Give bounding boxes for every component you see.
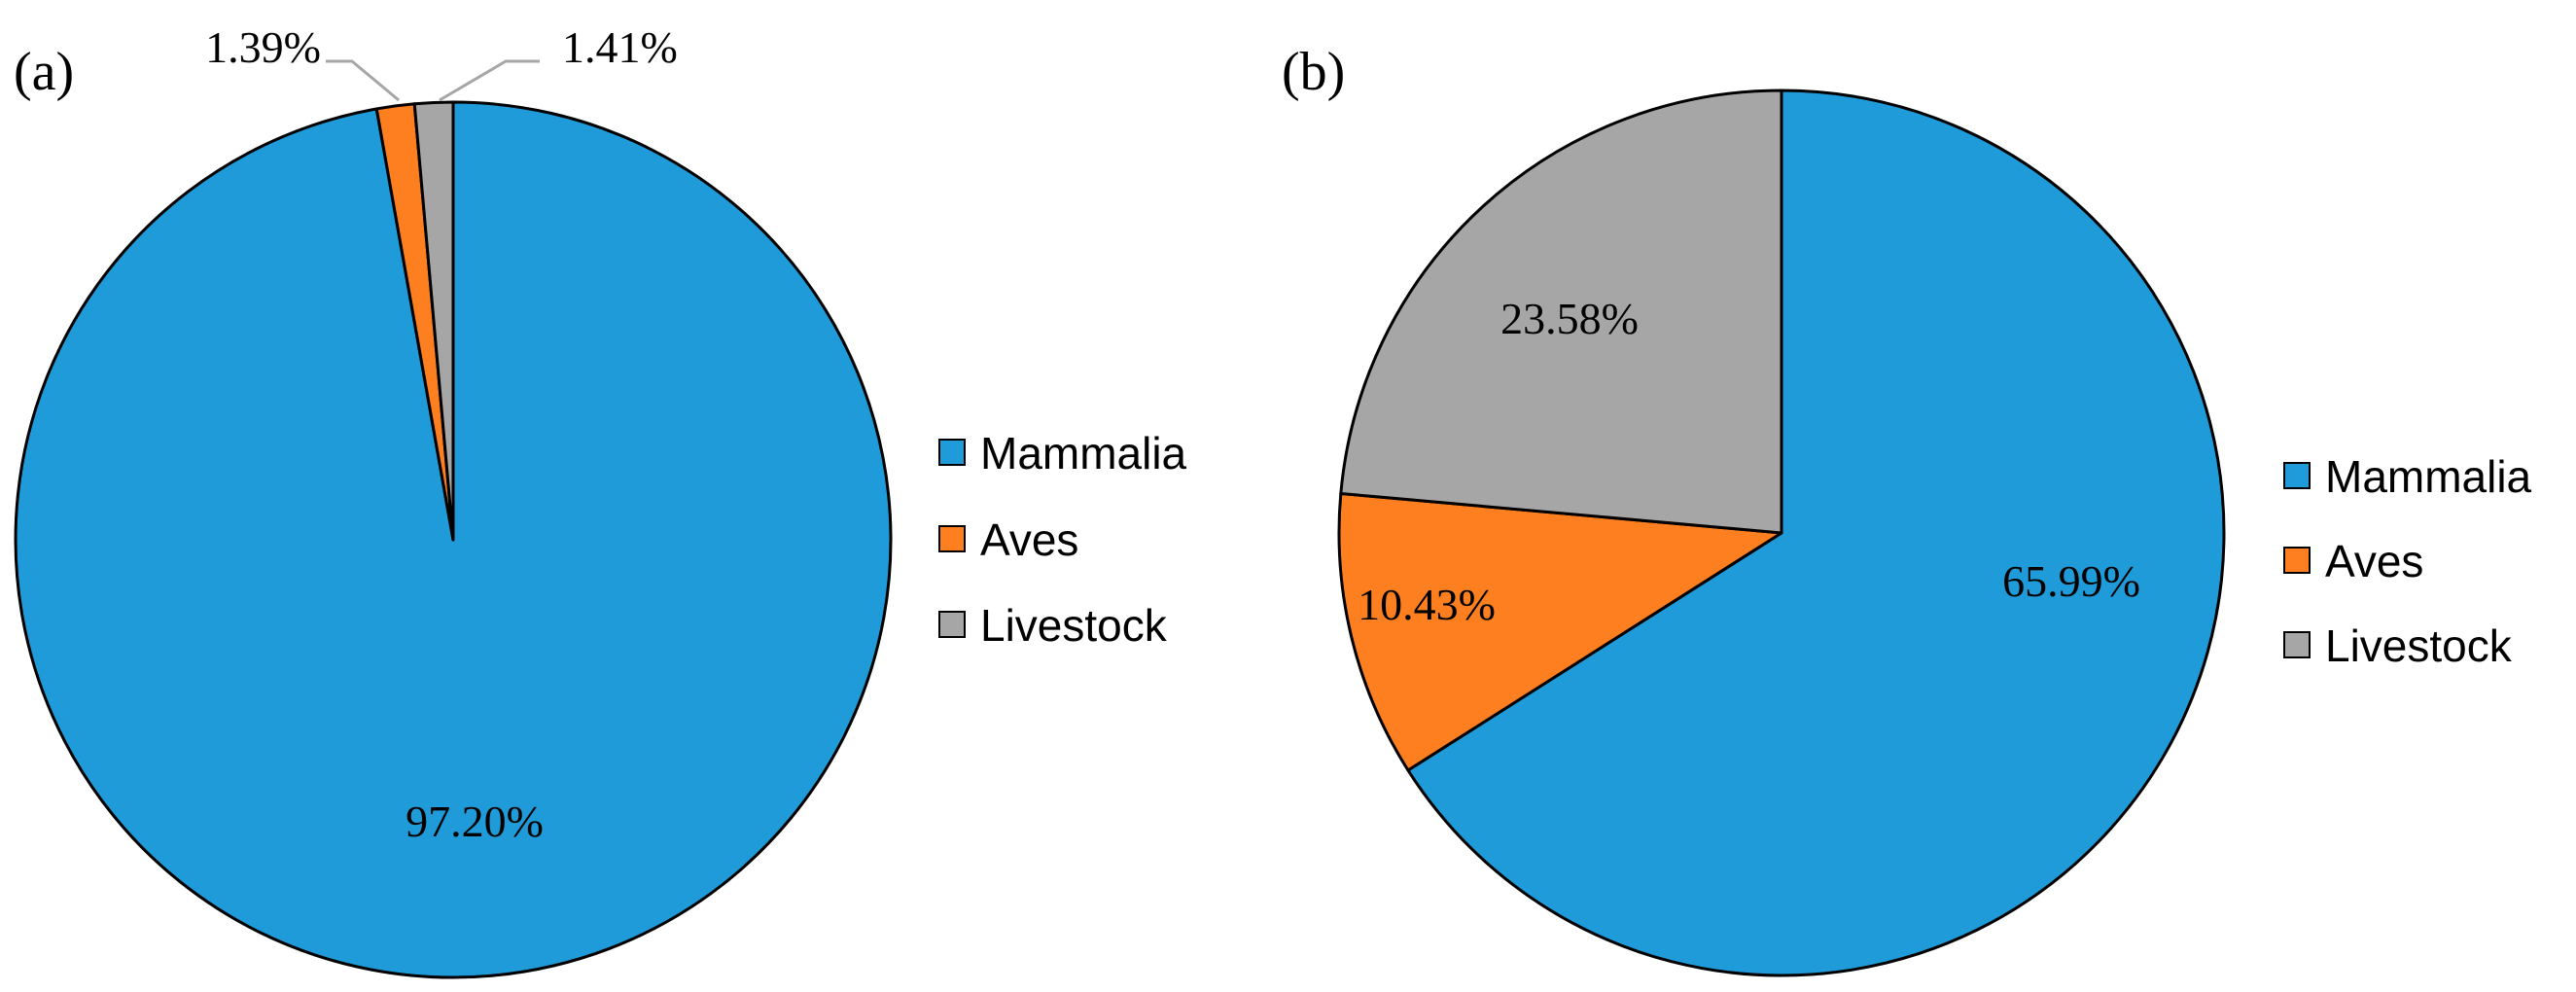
- legend-label-mammalia-a: Mammalia: [980, 428, 1187, 478]
- data-label-livestock-a: 1.41%: [562, 22, 678, 72]
- legend-label-aves-b: Aves: [2325, 536, 2423, 586]
- legend-label-livestock-b: Livestock: [2325, 620, 2513, 671]
- legend-swatch-mammalia-b: [2283, 462, 2311, 489]
- panel-label-b: (b): [1282, 42, 1345, 102]
- panel-label-a: (a): [14, 42, 74, 102]
- legend-swatch-aves-b: [2283, 547, 2311, 574]
- legend-swatch-livestock-a: [938, 611, 966, 638]
- legend-label-mammalia-b: Mammalia: [2325, 451, 2532, 502]
- legend-b: Mammalia Aves Livestock: [2283, 451, 2532, 671]
- legend-label-aves-a: Aves: [980, 514, 1078, 565]
- data-label-aves-a: 1.39%: [205, 22, 321, 72]
- legend-label-livestock-a: Livestock: [980, 600, 1168, 651]
- legend-item-livestock-b: Livestock: [2283, 620, 2513, 671]
- legend-swatch-mammalia-a: [938, 439, 966, 466]
- data-label-livestock-b: 23.58%: [1500, 294, 1639, 343]
- slices-b: [1337, 89, 2226, 977]
- legend-item-mammalia-a: Mammalia: [938, 428, 1187, 478]
- legend-item-mammalia-b: Mammalia: [2283, 451, 2532, 502]
- legend-item-aves-b: Aves: [2283, 536, 2423, 586]
- data-label-mammalia-b: 65.99%: [2002, 556, 2140, 606]
- legend-a: Mammalia Aves Livestock: [938, 428, 1187, 651]
- legend-item-livestock-a: Livestock: [938, 600, 1168, 651]
- data-label-aves-b: 10.43%: [1358, 580, 1496, 629]
- leader-line-aves-a: [326, 59, 400, 102]
- legend-swatch-livestock-b: [2283, 631, 2311, 658]
- pie-slice-mammalia-b: [1406, 89, 2226, 977]
- pie-chart-b: (b) 65.99% 10.43% 23.58% Mammalia Aves L…: [1282, 42, 2532, 977]
- pie-chart-a: (a) 97.20% 1.39% 1.41% Mammalia Aves Liv…: [14, 22, 1187, 979]
- data-label-mammalia-a: 97.20%: [406, 797, 544, 846]
- pie-slice-livestock-a: [412, 100, 455, 542]
- slices-a: [14, 100, 893, 979]
- legend-item-aves-a: Aves: [938, 514, 1078, 565]
- leader-lines-a: [326, 59, 540, 102]
- leader-line-livestock-a: [439, 59, 540, 102]
- legend-swatch-aves-a: [938, 525, 966, 552]
- pie-slice-livestock-b: [1339, 89, 1783, 535]
- pie-slice-aves-b: [1337, 491, 1783, 772]
